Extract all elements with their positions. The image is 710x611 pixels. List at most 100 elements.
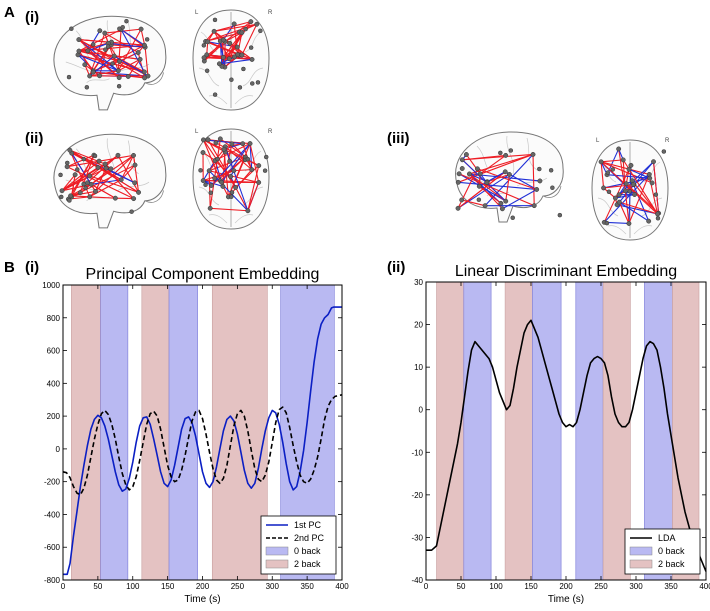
network-node [606, 189, 612, 195]
network-edge-blue [606, 148, 620, 175]
x-tick-label: 200 [196, 582, 210, 591]
network-edge-red [144, 47, 149, 77]
network-node [231, 168, 237, 174]
network-node [75, 167, 80, 172]
network-node [649, 180, 655, 186]
network-node [245, 208, 251, 214]
network-edge-red [118, 58, 141, 72]
network-edge-red [210, 207, 248, 212]
network-node [229, 141, 235, 147]
network-node [463, 152, 469, 157]
network-node [118, 177, 124, 183]
network-node [484, 180, 490, 186]
network-node [610, 167, 616, 172]
network-node [125, 74, 131, 79]
network-edge-red [600, 161, 658, 215]
network-node [227, 158, 233, 164]
network-node [203, 182, 208, 187]
network-edge-blue [77, 54, 119, 72]
network-edge-red [458, 173, 535, 207]
network-edge-blue [606, 174, 650, 179]
network-edge-red [94, 167, 107, 192]
network-node [69, 26, 74, 31]
network-node [229, 77, 234, 82]
network-node [131, 152, 136, 158]
y-tick-label: 800 [47, 314, 61, 323]
network-node [105, 44, 111, 49]
network-edge-red [479, 154, 507, 175]
network-node [455, 205, 461, 211]
network-node [248, 45, 254, 50]
network-node [653, 192, 659, 197]
chart-label-i: (i) [25, 259, 39, 276]
legend-label: 2 back [658, 559, 685, 569]
network-node [245, 156, 251, 162]
network-node [612, 195, 618, 201]
network-node [67, 147, 73, 153]
network-node [208, 190, 214, 195]
network-node [229, 194, 234, 199]
network-node [459, 166, 465, 171]
network-node [498, 200, 504, 206]
network-edge-blue [633, 173, 650, 185]
network-node [131, 196, 137, 202]
network-node [213, 140, 219, 146]
network-edge-red [227, 143, 251, 198]
network-node [626, 166, 632, 172]
network-node [215, 156, 220, 162]
series-line-1st-pc [63, 306, 342, 576]
network-edge-red [600, 161, 605, 188]
network-edge-red [66, 154, 95, 168]
network-node [510, 215, 515, 221]
y-tick-label: 600 [47, 347, 61, 356]
network-edge-red [487, 173, 510, 183]
network-node [234, 44, 240, 50]
network-node [102, 161, 108, 167]
network-node [59, 188, 65, 194]
network-edge-blue [502, 188, 537, 210]
network-node [58, 172, 63, 178]
network-node [530, 151, 536, 157]
network-node [226, 56, 232, 62]
network-edge-red [79, 154, 95, 193]
network-edge-red [241, 24, 258, 56]
network-edge-red [205, 23, 257, 42]
network-edge-red [208, 143, 233, 172]
network-edge-red [61, 167, 107, 192]
x-tick-label: 400 [335, 582, 349, 591]
network-edge-red [70, 190, 96, 197]
y-tick-label: 200 [47, 412, 61, 421]
brain-network-edges-ii [58, 136, 269, 214]
network-edge-red [67, 160, 100, 168]
legend-label: 0 back [658, 546, 685, 556]
network-node [623, 181, 629, 187]
axial-right-label-ii: R [268, 129, 273, 135]
legend-swatch-patch [265, 546, 289, 556]
network-node [626, 221, 632, 226]
network-edge-blue [619, 201, 649, 222]
network-edge-blue [461, 159, 507, 202]
network-node [137, 56, 143, 62]
network-node [231, 21, 237, 27]
x-tick-label: 350 [300, 582, 314, 591]
network-node [616, 192, 622, 198]
network-edge-blue [108, 42, 146, 48]
network-edge-red [70, 154, 95, 197]
network-edge-red [249, 143, 260, 183]
network-node [229, 190, 235, 195]
legend-label: 0 back [294, 546, 321, 556]
network-node [141, 69, 147, 75]
network-node [90, 69, 96, 75]
chart-label-ii: (ii) [387, 259, 405, 276]
network-edge-red [214, 170, 235, 179]
network-node [455, 179, 461, 185]
y-tick-label: 0 [419, 406, 424, 415]
network-node [262, 168, 268, 173]
network-node [604, 220, 610, 226]
brain-label-i: (i) [25, 9, 39, 26]
network-edge-red [478, 185, 502, 204]
legend-label: 2nd PC [294, 533, 325, 543]
network-edge-red [203, 139, 259, 167]
block-0-back [463, 281, 492, 581]
